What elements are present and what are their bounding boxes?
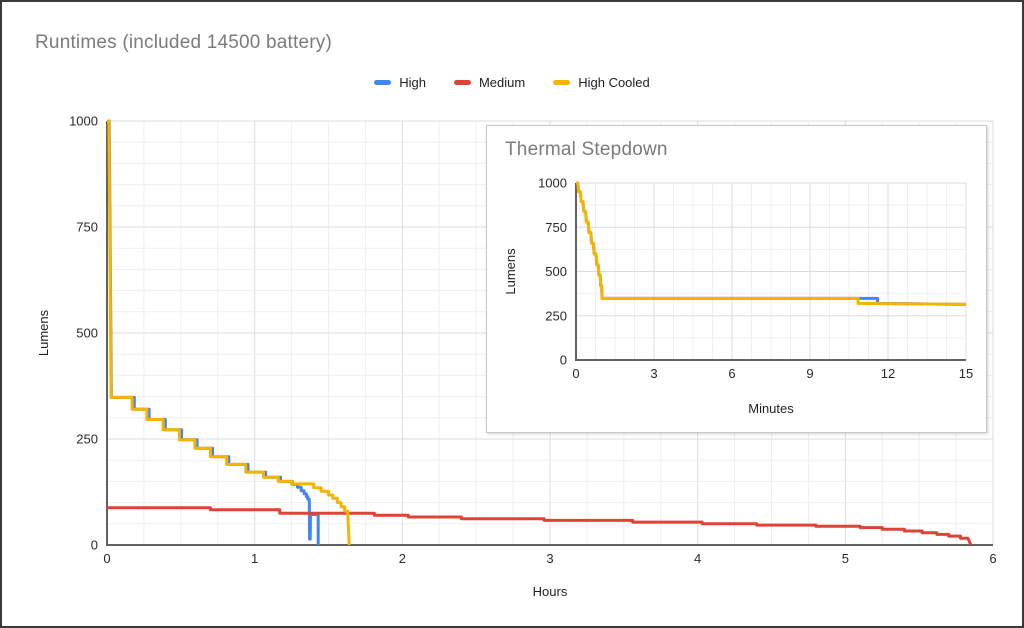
series-line-medium: [107, 506, 973, 546]
y-tick-label: 500: [76, 326, 98, 341]
x-tick-label: 9: [806, 366, 813, 381]
legend-label-high: High: [399, 75, 426, 90]
series: [107, 119, 973, 546]
y-tick-label: 250: [545, 308, 567, 323]
series: [576, 181, 967, 306]
x-tick-label: 1: [251, 551, 258, 566]
series-line-high-cooled: [576, 181, 967, 306]
y-tick-label: 250: [76, 432, 98, 447]
inset-panel: Thermal Stepdown 0 3 6 9 12 15 0 250 500 750 1000 M…: [486, 125, 987, 433]
y-tick-label: 0: [91, 538, 98, 553]
legend-swatch-medium: [453, 80, 471, 85]
gridlines: [575, 182, 967, 361]
x-tick-label: 5: [842, 551, 849, 566]
series-line-high-cooled: [107, 119, 351, 546]
inset-chart-title: Thermal Stepdown: [505, 139, 668, 160]
x-tick-label: 2: [399, 551, 406, 566]
y-tick-label: 750: [76, 220, 98, 235]
y-tick-label: 1000: [69, 114, 98, 129]
legend-item-medium[interactable]: Medium: [453, 75, 526, 90]
y-axis-title: Lumens: [503, 248, 518, 295]
inset-chart: 0 3 6 9 12 15 0 250 500 750 1000 Minutes Lumens: [503, 176, 973, 417]
legend-swatch-high: [374, 80, 392, 85]
legend-label-high-cooled: High Cooled: [578, 75, 650, 90]
legend-label-medium: Medium: [478, 75, 526, 90]
y-tick-label: 750: [545, 220, 567, 235]
legend-swatch-high-cooled: [553, 80, 571, 85]
x-axis-title: Minutes: [748, 401, 794, 416]
x-tick-label: 0: [103, 551, 110, 566]
x-tick-label: 15: [959, 366, 973, 381]
legend-item-high-cooled[interactable]: High Cooled: [553, 75, 650, 90]
y-tick-label: 500: [545, 264, 567, 279]
x-tick-label: 0: [572, 366, 579, 381]
x-tick-label: 12: [881, 366, 895, 381]
axes: [575, 183, 966, 361]
y-tick-label: 1000: [538, 176, 567, 191]
x-tick-label: 4: [694, 551, 701, 566]
x-tick-label: 6: [989, 551, 996, 566]
axes: [106, 121, 993, 546]
x-tick-label: 6: [728, 366, 735, 381]
y-axis-title: Lumens: [36, 309, 51, 356]
legend-item-high[interactable]: High: [374, 75, 426, 90]
main-chart-title: Runtimes (included 14500 battery): [35, 32, 333, 53]
x-axis-title: Hours: [533, 584, 568, 599]
x-tick-label: 3: [650, 366, 657, 381]
x-tick-label: 3: [546, 551, 553, 566]
axis-labels: 0 3 6 9 12 15 0 250 500 750 1000 Minutes Lumens: [503, 176, 973, 417]
legend: High Medium High Cooled: [2, 75, 1022, 90]
y-tick-label: 0: [560, 353, 567, 368]
